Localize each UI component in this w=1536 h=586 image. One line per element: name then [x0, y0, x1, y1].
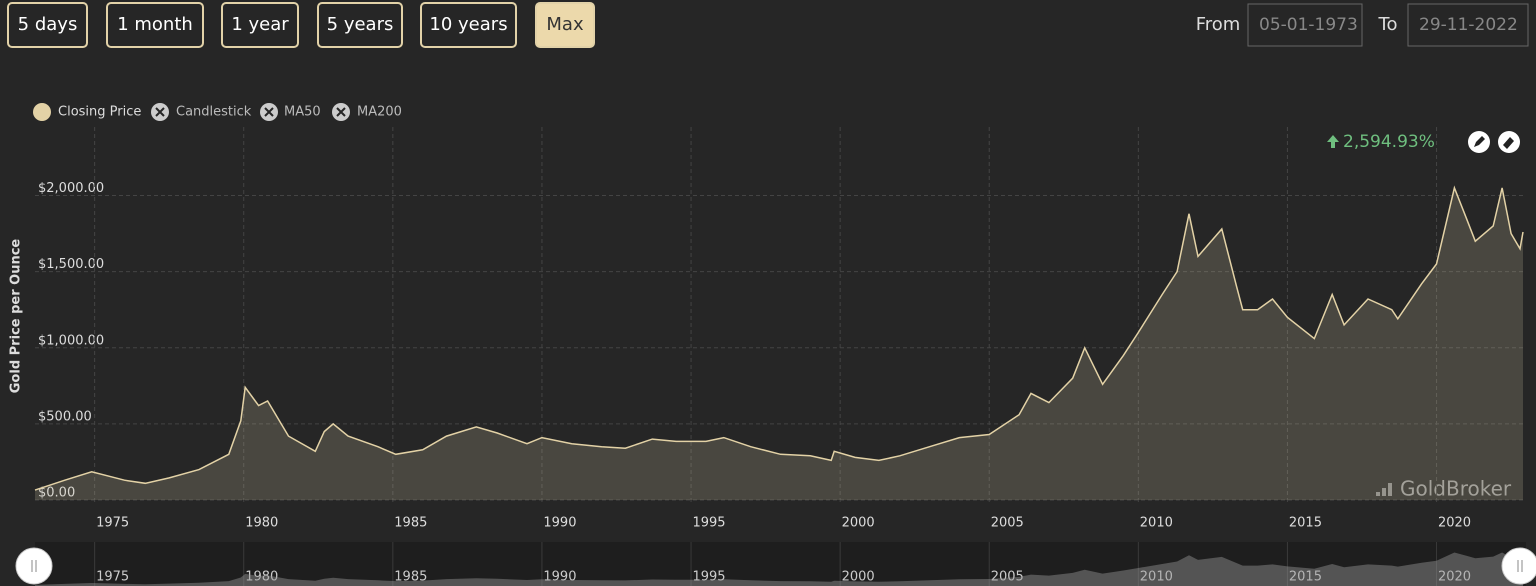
nav-tick-label: 1975 [96, 570, 129, 585]
range-button[interactable] [420, 2, 517, 48]
from-label: From [1196, 14, 1241, 35]
pencil-icon [1474, 136, 1485, 147]
range-label: 10 years [429, 14, 507, 35]
area [35, 187, 1524, 500]
y-tick-label: $0.00 [38, 486, 75, 501]
change-label: 2,594.93% [1343, 132, 1435, 152]
navigator-handle[interactable] [15, 547, 53, 585]
watermark-icon [1376, 483, 1392, 496]
navigator-handle[interactable] [1501, 547, 1536, 585]
legend-label[interactable]: MA200 [357, 105, 402, 120]
legend-marker [33, 103, 51, 121]
x-tick-label: 2000 [842, 516, 875, 531]
range-label: 1 month [117, 14, 193, 35]
nav-tick-label: 2015 [1289, 570, 1322, 585]
to-value: 29-11-2022 [1419, 15, 1518, 35]
range-button[interactable] [7, 2, 88, 48]
y-tick-label: $1,500.00 [38, 257, 104, 272]
range-button[interactable] [535, 2, 595, 48]
to-input[interactable] [1407, 3, 1529, 47]
range-label: 5 days [18, 14, 78, 35]
line [34, 185, 1524, 491]
range-button[interactable] [221, 2, 299, 48]
nav-tick-label: 2000 [842, 570, 875, 585]
nav-tick-label: 1995 [692, 570, 725, 585]
x-tick-label: 2005 [991, 516, 1024, 531]
handle-grip [1517, 560, 1523, 572]
x-tick-label: 2020 [1438, 516, 1471, 531]
to-label: To [1378, 14, 1398, 35]
nav-tick-label: 2005 [991, 570, 1024, 585]
navigator-bg [35, 542, 1526, 586]
legend-cross [264, 107, 274, 117]
from-value: 05-01-1973 [1259, 15, 1358, 35]
range-button[interactable] [106, 2, 204, 48]
x-tick-label: 2015 [1289, 516, 1322, 531]
nav-tick-label: 1980 [245, 570, 278, 585]
handle-grip [31, 560, 37, 572]
range-label: Max [546, 14, 584, 35]
nav-tick-label: 1985 [394, 570, 427, 585]
range-label: 5 years [327, 14, 394, 35]
legend-cross [155, 107, 165, 117]
legend-cross [336, 107, 346, 117]
legend-label[interactable]: Candlestick [176, 105, 252, 120]
navigator-area [35, 552, 1524, 586]
legend-label[interactable]: Closing Price [58, 105, 141, 120]
legend-label[interactable]: MA50 [284, 105, 321, 120]
up-arrow [1327, 135, 1339, 148]
from-input[interactable] [1247, 3, 1363, 47]
y-tick-label: $1,000.00 [38, 333, 104, 348]
x-tick-label: 1985 [394, 516, 427, 531]
range-button[interactable] [317, 2, 403, 48]
nav-tick-label: 2010 [1140, 570, 1173, 585]
y-tick-label: $500.00 [38, 409, 92, 424]
nav-tick-label: 2020 [1438, 570, 1471, 585]
eraser-icon [1503, 137, 1514, 149]
y-axis-title: Gold Price per Ounce [9, 239, 24, 394]
x-tick-label: 2010 [1140, 516, 1173, 531]
watermark: GoldBroker [1400, 477, 1512, 501]
x-tick-label: 1990 [543, 516, 576, 531]
range-label: 1 year [231, 14, 289, 35]
y-tick-label: $2,000.00 [38, 181, 104, 196]
x-tick-label: 1980 [245, 516, 278, 531]
nav-tick-label: 1990 [543, 570, 576, 585]
x-tick-label: 1995 [692, 516, 725, 531]
x-tick-label: 1975 [96, 516, 129, 531]
